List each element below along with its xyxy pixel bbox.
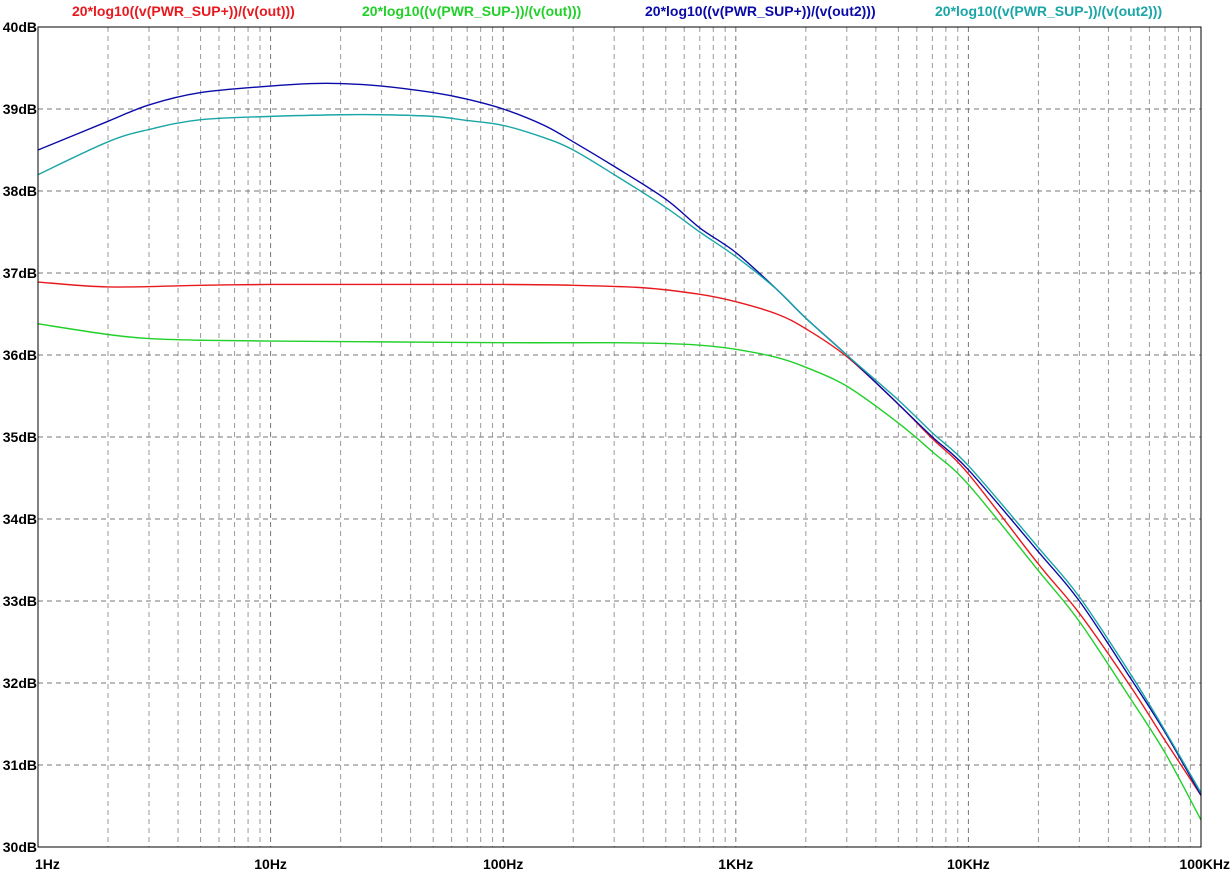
y-tick-label: 37dB (3, 265, 37, 281)
x-axis-ticks: 1Hz 10Hz 100Hz 1KHz 10KHz 100KHz (35, 856, 1230, 872)
y-tick-label: 35dB (3, 429, 37, 445)
x-tick-label: 10Hz (254, 856, 287, 872)
y-tick-label: 39dB (3, 101, 37, 117)
legend-entry-1: 20*log10((v(PWR_SUP+))/(v(out))) (72, 3, 295, 19)
series-line-2 (37, 323, 1202, 821)
x-tick-label: 100Hz (483, 856, 523, 872)
y-tick-label: 36dB (3, 347, 37, 363)
y-axis-ticks: 30dB 31dB 32dB 33dB 34dB 35dB 36dB 37dB 38dB 39dB… (3, 19, 37, 855)
y-tick-label: 40dB (3, 19, 37, 35)
legend-entry-2: 20*log10((v(PWR_SUP-))/(v(out))) (362, 3, 581, 19)
y-tick-label: 33dB (3, 593, 37, 609)
series-line-4 (37, 113, 1202, 794)
y-tick-label: 31dB (3, 757, 37, 773)
legend-entry-4: 20*log10((v(PWR_SUP-))/(v(out2))) (935, 3, 1162, 19)
y-tick-label: 32dB (3, 675, 37, 691)
series-line-3 (37, 82, 1202, 796)
x-tick-label: 10KHz (947, 856, 990, 872)
series-group (37, 82, 1202, 821)
x-tick-label: 100KHz (1179, 856, 1230, 872)
series-line-1 (37, 281, 1202, 796)
legend-entry-3: 20*log10((v(PWR_SUP+))/(v(out2))) (645, 3, 876, 19)
x-tick-label: 1Hz (35, 856, 60, 872)
y-tick-label: 34dB (3, 511, 37, 527)
y-tick-label: 30dB (3, 839, 37, 855)
plot-frame (37, 26, 1202, 848)
x-tick-label: 1KHz (718, 856, 753, 872)
legend: 20*log10((v(PWR_SUP+))/(v(out))) 20*log1… (72, 3, 1162, 19)
y-tick-label: 38dB (3, 183, 37, 199)
